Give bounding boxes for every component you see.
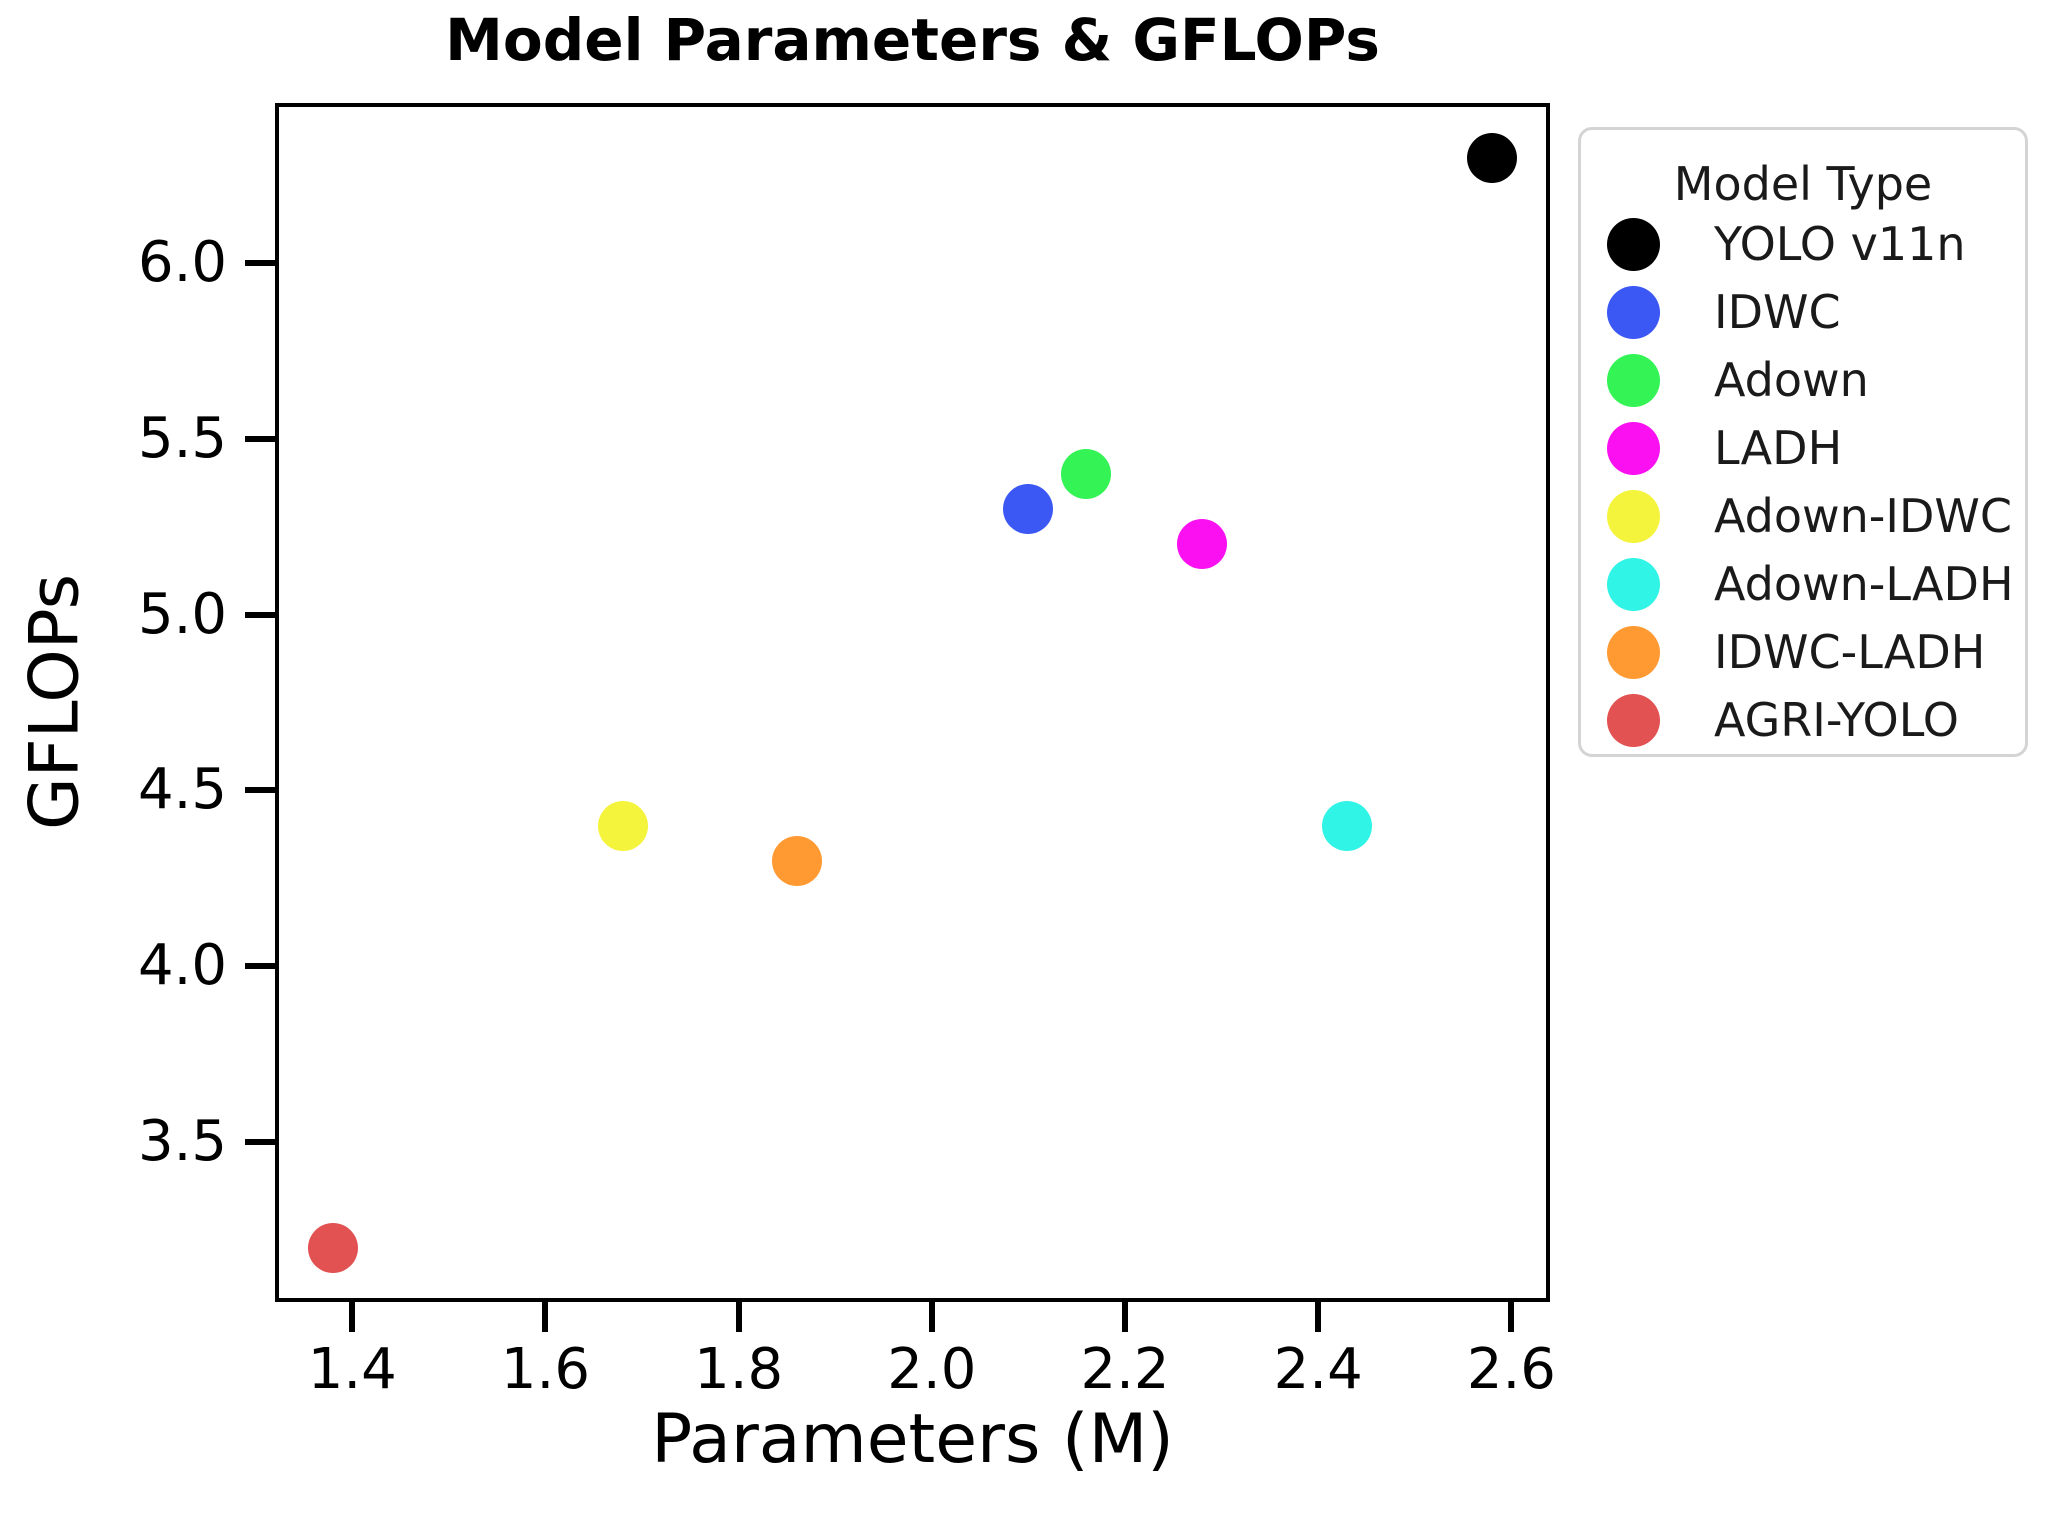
x-tick-mark [542,1302,549,1332]
legend-marker-icon [1607,285,1660,339]
x-tick-label: 1.6 [500,1337,590,1402]
legend-marker-icon [1607,353,1660,407]
legend: Model Type YOLO v11n IDWC Adown LADH Adown-I… [1578,127,2028,757]
chart-title: Model Parameters & GFLOPs [445,6,1380,74]
y-tick-label: 5.5 [137,405,227,471]
y-tick-label: 4.5 [137,757,227,823]
legend-item-label: Adown [1714,353,1869,407]
legend-items: YOLO v11n IDWC Adown LADH Adown-IDWC Adown-LA… [1581,210,2025,754]
x-axis-label: Parameters (M) [651,1400,1174,1479]
legend-marker-icon [1607,625,1660,679]
legend-item-label: Adown-LADH [1714,557,2014,611]
legend-item-label: IDWC [1714,285,1841,339]
legend-item-agri-yolo: AGRI-YOLO [1581,686,2025,754]
y-tick-label: 4.0 [137,933,227,999]
legend-title: Model Type [1673,157,1933,211]
x-tick-mark [349,1302,356,1332]
legend-marker-icon [1607,489,1660,543]
x-tick-mark [735,1302,742,1332]
scatter-point-yolo-v11n [1467,132,1518,183]
legend-item-label: YOLO v11n [1714,217,1966,271]
legend-item-adown: Adown [1581,346,2025,414]
scatter-point-idwc-ladh [771,835,822,886]
legend-item-label: Adown-IDWC [1714,489,2012,543]
legend-item-yolo-v11n: YOLO v11n [1581,210,2025,278]
scatter-point-adown-idwc [597,800,648,851]
legend-item-idwc: IDWC [1581,278,2025,346]
legend-item-adown-idwc: Adown-IDWC [1581,482,2025,550]
y-tick-mark [245,963,275,970]
x-tick-label: 2.6 [1466,1337,1556,1402]
x-tick-label: 1.8 [694,1337,784,1402]
y-tick-label: 6.0 [137,229,227,295]
x-tick-mark [928,1302,935,1332]
scatter-point-agri-yolo [307,1222,358,1273]
legend-item-label: LADH [1714,421,1843,475]
y-tick-mark [245,259,275,266]
legend-marker-icon [1607,421,1660,475]
y-tick-mark [245,1139,275,1146]
legend-item-adown-ladh: Adown-LADH [1581,550,2025,618]
legend-marker-icon [1607,557,1660,611]
y-tick-mark [245,611,275,618]
plot-area [275,103,1550,1302]
scatter-point-idwc [1003,484,1054,535]
legend-item-ladh: LADH [1581,414,2025,482]
scatter-point-adown-ladh [1322,800,1373,851]
y-tick-label: 5.0 [137,581,227,647]
x-tick-label: 2.4 [1273,1337,1363,1402]
legend-marker-icon [1607,217,1660,271]
x-tick-mark [1315,1302,1322,1332]
y-tick-mark [245,787,275,794]
x-tick-label: 1.4 [307,1337,397,1402]
scatter-point-adown [1061,448,1112,499]
legend-marker-icon [1607,693,1660,747]
y-tick-mark [245,435,275,442]
x-tick-mark [1508,1302,1515,1332]
legend-item-label: AGRI-YOLO [1714,693,1959,747]
legend-item-label: IDWC-LADH [1714,625,1986,679]
x-tick-label: 2.0 [887,1337,977,1402]
scatter-point-ladh [1177,519,1228,570]
x-tick-label: 2.2 [1080,1337,1170,1402]
y-tick-label: 3.5 [137,1109,227,1175]
x-tick-mark [1122,1302,1128,1332]
legend-item-idwc-ladh: IDWC-LADH [1581,618,2025,686]
